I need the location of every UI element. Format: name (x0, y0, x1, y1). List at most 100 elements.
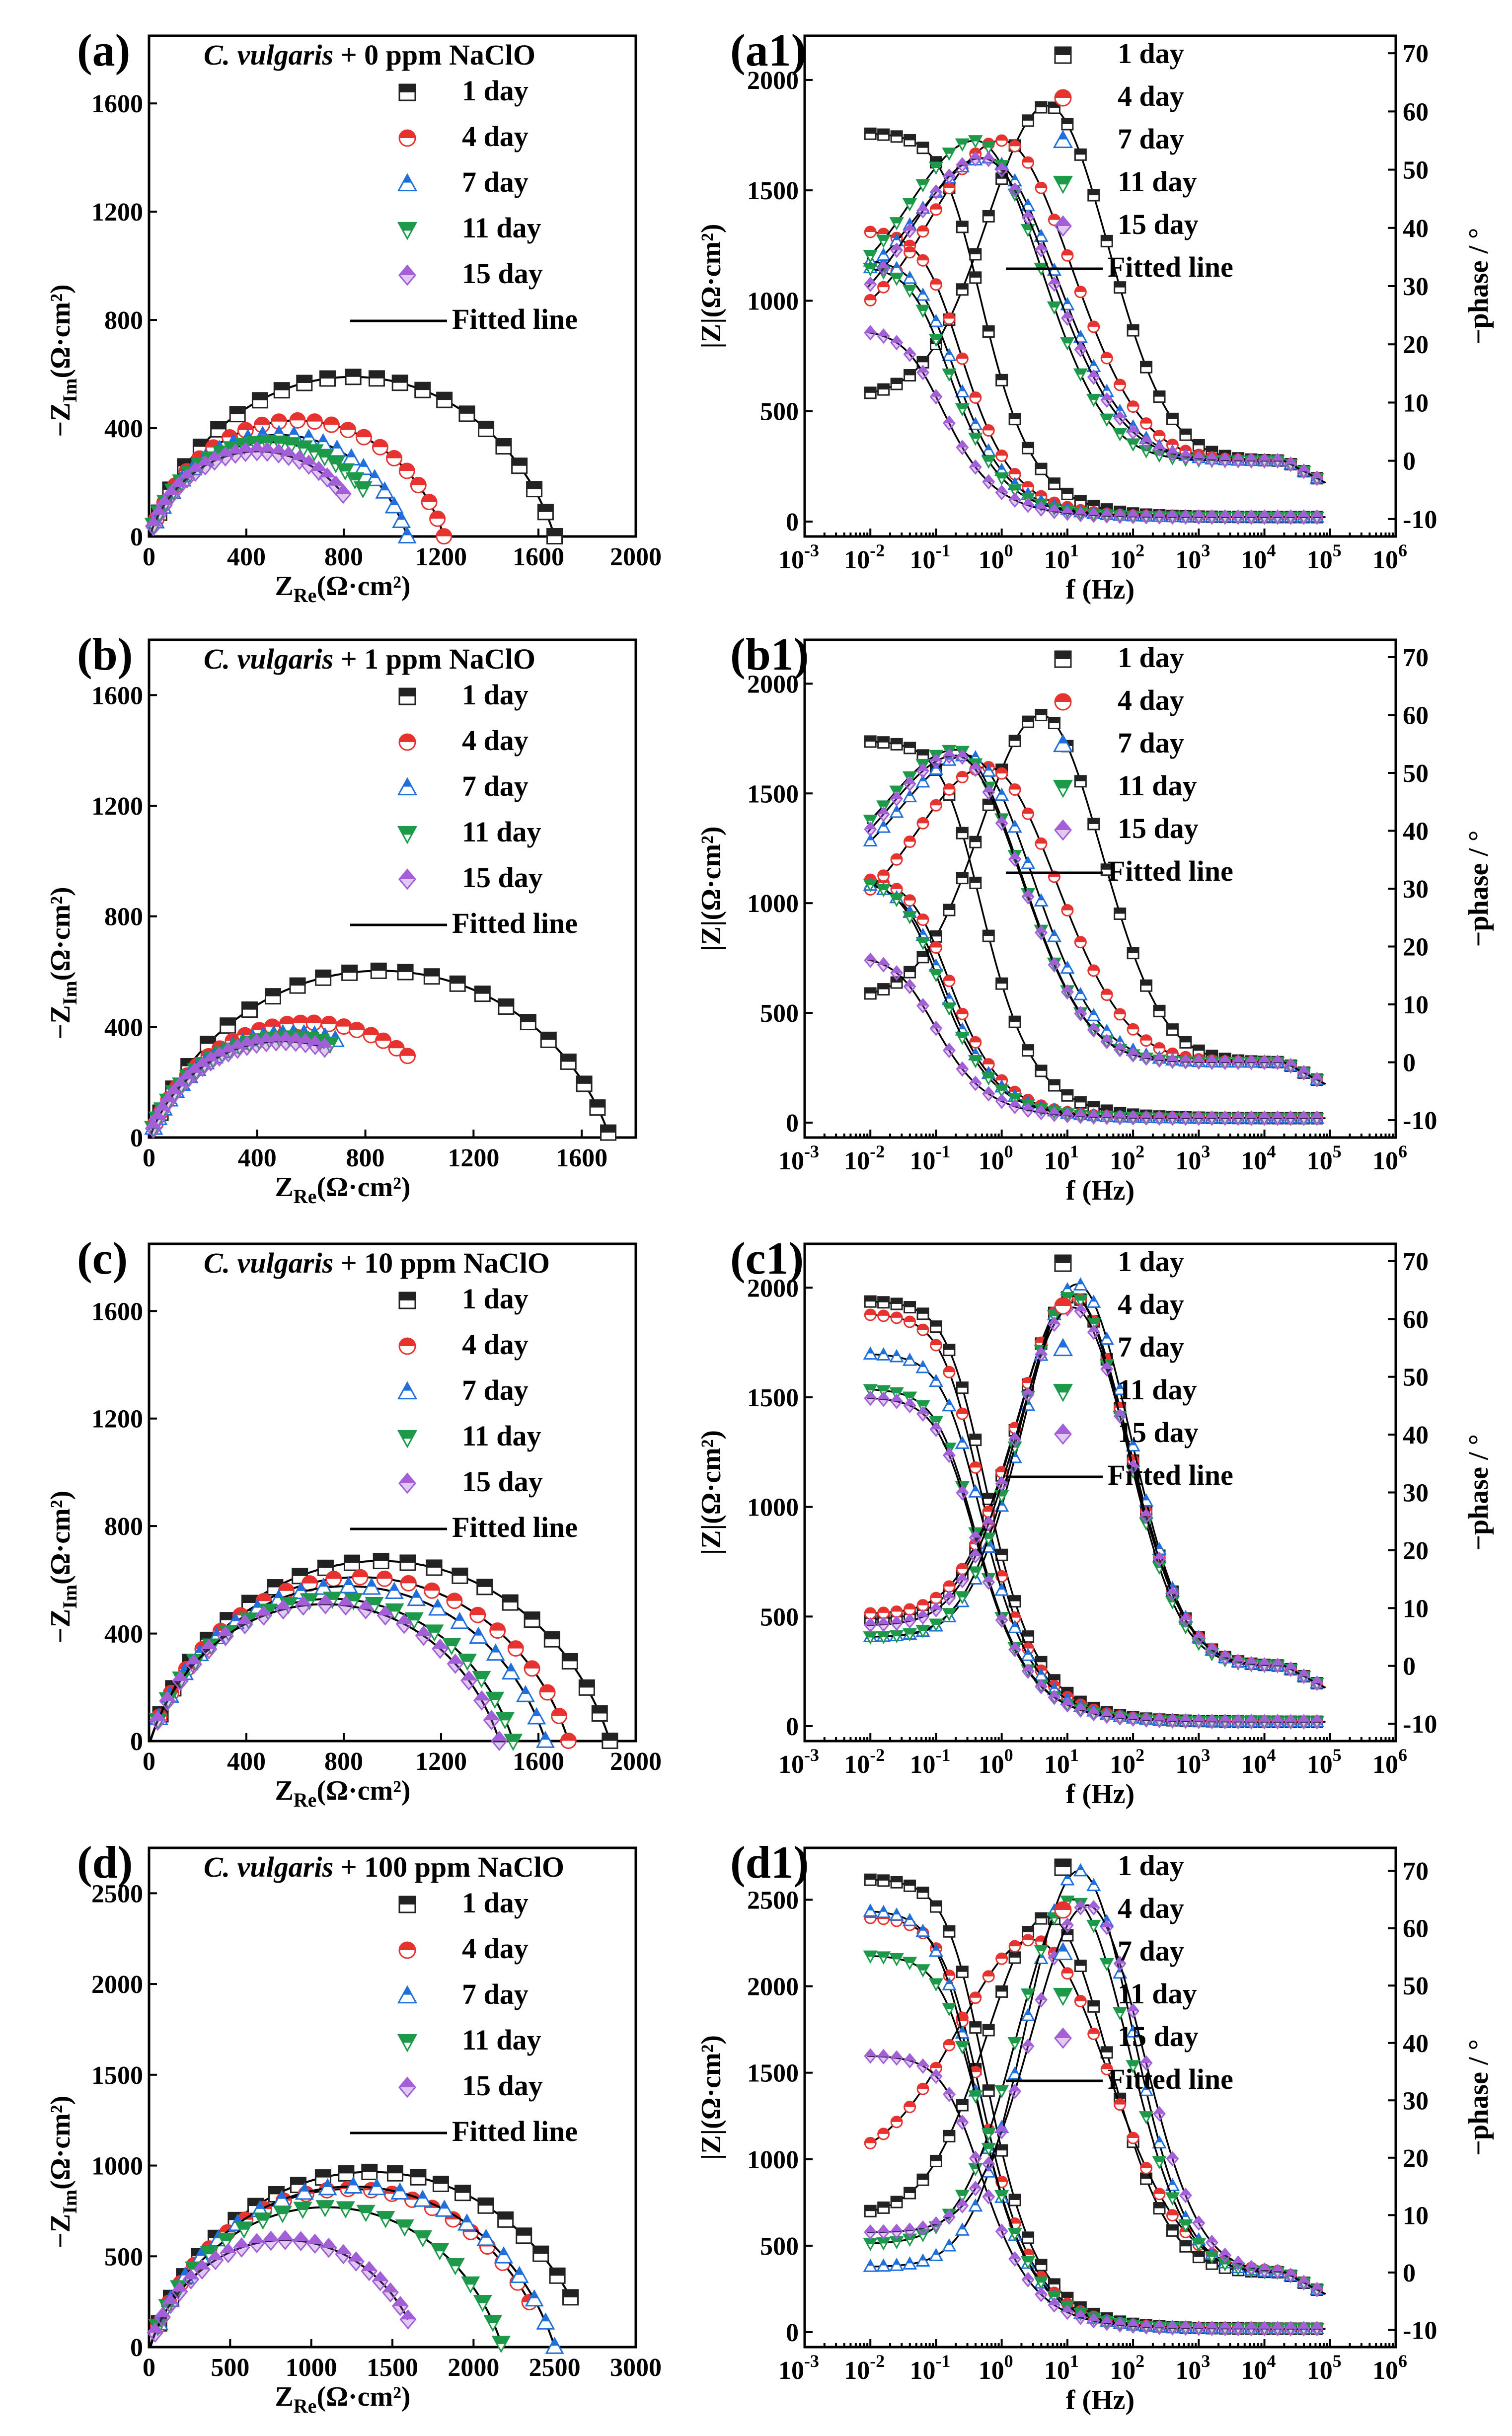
data-point (477, 2197, 494, 2214)
modulus-point (956, 827, 969, 839)
legend-marker-4 (1053, 1383, 1073, 1402)
data-point (319, 370, 336, 387)
data-point (375, 481, 394, 499)
modulus-fit-5 (867, 1397, 1326, 1723)
modulus-point (1139, 509, 1153, 525)
y2-tick-label: 20 (1403, 2144, 1429, 2173)
phase-point (915, 1625, 930, 1638)
x-tick-label: 10-2 (844, 1142, 885, 1175)
legend-label-5: 15 day (1118, 2020, 1199, 2053)
x-tick-label: 10-2 (844, 540, 885, 574)
data-point (473, 2295, 492, 2312)
phase-point (1087, 2000, 1100, 2013)
phase-point (1153, 1042, 1166, 1055)
data-point (363, 1027, 379, 1044)
y-tick-label: 1500 (747, 177, 799, 205)
x-tick-label: 10-3 (778, 2351, 819, 2385)
data-point (229, 406, 246, 423)
panel-label: (b1) (730, 629, 809, 680)
modulus-point (1035, 1105, 1048, 1121)
modulus-point (955, 403, 970, 417)
phase-point (1166, 2209, 1179, 2222)
data-point (560, 1053, 577, 1070)
data-point (149, 1710, 166, 1731)
legend-label-4: 11 day (462, 1420, 541, 1452)
data-point (524, 1611, 540, 1628)
phase-point (969, 1991, 982, 2004)
phase-point (1153, 441, 1166, 457)
data-point (421, 494, 438, 511)
modulus-point (1127, 1110, 1140, 1126)
phase-point (1179, 1036, 1192, 1049)
y2-tick-label: 40 (1403, 1421, 1429, 1449)
phase-point (1127, 2132, 1139, 2144)
data-point (159, 1092, 176, 1113)
data-point (335, 1018, 352, 1035)
y2-tick-label: 50 (1403, 760, 1429, 788)
x-tick-label: 105 (1307, 540, 1342, 574)
phase-point (1205, 452, 1218, 467)
y-tick-label: 2000 (747, 1973, 799, 2001)
data-point (452, 1567, 468, 1584)
y-tick-label: 1600 (91, 90, 143, 118)
modulus-point (916, 998, 929, 1014)
modulus-point (1008, 2194, 1021, 2207)
chart-a: 0 400 800 1200 1600 2000 0 400 800 1200 1600 ZRe(Ω·… (45, 25, 662, 607)
phase-point (1153, 1052, 1166, 1068)
y-tick-label: 500 (760, 398, 799, 426)
data-point (524, 1660, 540, 1677)
modulus-point (863, 1384, 878, 1397)
data-point (259, 441, 276, 462)
y-tick-label: 400 (104, 415, 143, 443)
data-point (478, 420, 495, 437)
y-tick-label: 0 (130, 1124, 143, 1152)
phase-point (1127, 324, 1139, 337)
data-point (436, 391, 453, 408)
data-point (342, 448, 361, 465)
data-point (388, 1040, 405, 1057)
data-point (361, 2163, 378, 2180)
phase-point (1140, 1034, 1153, 1047)
legend-label-3: 7 day (462, 770, 529, 802)
x-tick-label: 1600 (556, 1144, 607, 1172)
x-tick-label: 1500 (367, 2354, 418, 2382)
modulus-point (982, 424, 995, 437)
phase-point (1086, 1878, 1101, 1892)
data-point (317, 1594, 334, 1614)
modulus-point (943, 1366, 956, 1378)
modulus-point (1166, 1110, 1179, 1126)
phase-point (942, 148, 957, 161)
data-point (171, 1671, 189, 1691)
data-point (535, 1731, 555, 1748)
phase-point (1048, 276, 1061, 292)
phase-point (943, 783, 956, 796)
x-tick-label: 0 (143, 1748, 155, 1776)
phase-point (889, 804, 904, 818)
phase-point (1060, 310, 1074, 326)
modulus-point (928, 333, 944, 347)
phase-point (1022, 807, 1035, 820)
phase-point (864, 1607, 877, 1620)
data-point (476, 2228, 496, 2246)
phase-point (916, 2082, 929, 2095)
y2-tick-label: 30 (1403, 2087, 1429, 2115)
x-tick-label: 101 (1044, 540, 1079, 574)
panel-label: (d) (77, 1837, 133, 1888)
modulus-point (1153, 1110, 1166, 1126)
modulus-fit-3 (867, 884, 1326, 1119)
x-axis-label: f (Hz) (1066, 1175, 1134, 1206)
phase-point (928, 2248, 944, 2261)
modulus-point (916, 1887, 929, 1900)
phase-point (1022, 1934, 1035, 1947)
modulus-point (1074, 507, 1087, 523)
phase-point (1179, 1054, 1192, 1069)
data-point (341, 964, 358, 981)
phase-point (890, 2223, 904, 2239)
phase-point (890, 2196, 903, 2208)
data-point (454, 2185, 471, 2202)
modulus-point (1245, 1110, 1258, 1126)
phase-point (956, 2099, 969, 2112)
phase-point (1140, 361, 1153, 374)
